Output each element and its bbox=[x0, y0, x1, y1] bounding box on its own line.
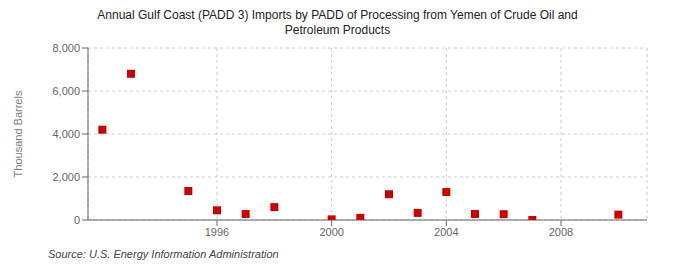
svg-text:0: 0 bbox=[74, 214, 80, 226]
svg-text:8,000: 8,000 bbox=[52, 42, 80, 54]
svg-text:2,000: 2,000 bbox=[52, 171, 80, 183]
html-text:Petroleum Products: Petroleum Products bbox=[284, 23, 391, 37]
svg-text:1996: 1996 bbox=[205, 226, 229, 238]
html-text:Source: U.S. Energy Informatio: Source: U.S. Energy Information Administ… bbox=[48, 248, 279, 260]
svg-text:2008: 2008 bbox=[549, 226, 573, 238]
svg-text:Thousand Barrels: Thousand Barrels bbox=[12, 90, 24, 177]
html-text:Annual Gulf Coast (PADD 3) Imp: Annual Gulf Coast (PADD 3) Imports by PA… bbox=[97, 8, 578, 22]
svg-text:2000: 2000 bbox=[319, 226, 343, 238]
svg-text:6,000: 6,000 bbox=[52, 85, 80, 97]
svg-text:4,000: 4,000 bbox=[52, 128, 80, 140]
svg-text:2004: 2004 bbox=[434, 226, 458, 238]
